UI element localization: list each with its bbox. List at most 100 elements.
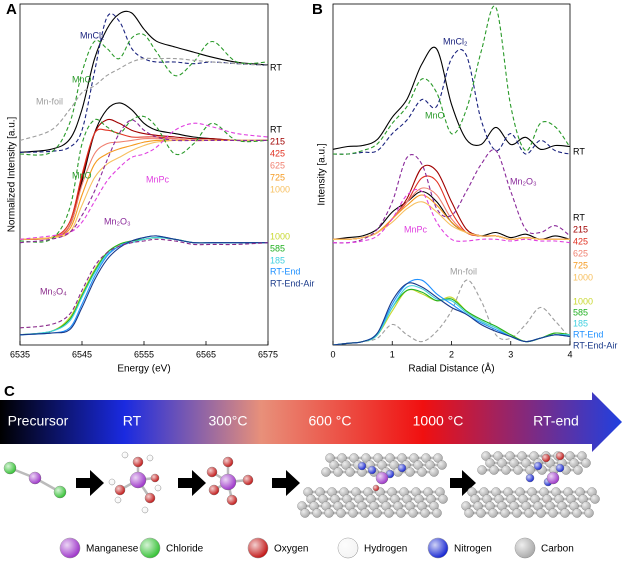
atom-shine	[432, 508, 442, 518]
series-label: 185	[573, 318, 588, 328]
atom-shine	[488, 508, 498, 518]
atom-shine	[399, 487, 409, 497]
atom-shine	[329, 460, 339, 470]
series-line	[333, 5, 570, 155]
atom-shine	[426, 494, 436, 504]
series-label: 1000	[270, 184, 290, 194]
atom-shine	[349, 453, 359, 463]
atom-shine	[411, 487, 421, 497]
series-label: RT	[270, 124, 282, 134]
atom-shine	[509, 458, 519, 468]
atom-shine	[500, 508, 510, 518]
series-label: Mn₃O₄	[40, 286, 67, 296]
atom-shine	[321, 501, 331, 511]
stage-label: 1000 °C	[413, 413, 464, 429]
atom-shine	[393, 501, 403, 511]
atom-shine	[556, 464, 564, 472]
atom-shine	[300, 508, 310, 518]
atom-shine	[398, 464, 406, 472]
legend-label: Carbon	[541, 544, 574, 555]
atom-shine	[357, 501, 367, 511]
atom-shine	[518, 494, 528, 504]
atom-shine	[489, 465, 499, 475]
legend-label: Chloride	[166, 544, 204, 555]
series-label: 585	[573, 307, 588, 317]
series-line	[20, 139, 268, 240]
atom-shine	[133, 457, 143, 467]
series-label: Mn-foil	[36, 96, 63, 106]
atom-shine	[435, 487, 445, 497]
atom-shine	[155, 485, 161, 491]
atom-shine	[437, 460, 447, 470]
atom-shine	[351, 487, 361, 497]
atom-shine	[501, 465, 511, 475]
series-label: 215	[270, 136, 285, 146]
atom-shine	[115, 485, 125, 495]
legend-atom-shine	[515, 538, 535, 558]
plot-frame	[332, 3, 571, 346]
atom-shine	[385, 453, 395, 463]
atom-shine	[485, 458, 495, 468]
atom-shine	[503, 487, 513, 497]
atom-shine	[554, 494, 564, 504]
atom-shine	[534, 462, 542, 470]
atom-shine	[306, 494, 316, 504]
atom-shine	[587, 487, 597, 497]
atom-shine	[513, 465, 523, 475]
atom-shine	[539, 487, 549, 497]
atom-shine	[512, 508, 522, 518]
x-tick-label: 2	[449, 349, 454, 359]
x-tick-label: 6535	[10, 349, 30, 359]
atom-shine	[563, 487, 573, 497]
stage-label: 600 °C	[309, 413, 352, 429]
atom-shine	[325, 453, 335, 463]
atom-shine	[315, 487, 325, 497]
series-label: 185	[270, 255, 285, 265]
atom-shine	[321, 467, 331, 477]
atom-shine	[581, 458, 591, 468]
atom-shine	[517, 451, 527, 461]
atom-shine	[464, 508, 474, 518]
atom-shine	[54, 486, 66, 498]
atom-shine	[339, 487, 349, 497]
atom-shine	[515, 487, 525, 497]
atom-shine	[497, 458, 507, 468]
atom-shine	[560, 508, 570, 518]
legend-atom-shine	[140, 538, 160, 558]
legend-atom-shine	[60, 538, 80, 558]
atom-shine	[569, 501, 579, 511]
atom-shine	[577, 451, 587, 461]
atom-shine	[333, 467, 343, 477]
atom-shine	[423, 487, 433, 497]
series-label: RT-End-Air	[270, 278, 314, 288]
atom-shine	[557, 501, 567, 511]
atom-shine	[151, 474, 159, 482]
series-label: MnO	[425, 110, 445, 120]
stage-label: RT	[123, 413, 142, 429]
series-label: 1000	[573, 272, 593, 282]
stage-label: Precursor	[8, 413, 69, 429]
atom-shine	[467, 487, 477, 497]
atom-shine	[481, 451, 491, 461]
atom-shine	[373, 453, 383, 463]
series-line	[333, 187, 570, 240]
series-line	[20, 115, 268, 243]
atom-shine	[572, 508, 582, 518]
atom-shine	[147, 455, 153, 461]
atom-shine	[312, 508, 322, 518]
atom-shine	[4, 462, 16, 474]
series-line	[333, 201, 570, 240]
atom-shine	[243, 475, 253, 485]
atom-shine	[461, 501, 471, 511]
molecules	[3, 451, 600, 518]
series-line	[20, 57, 268, 141]
series-line	[20, 122, 268, 240]
atom-shine	[526, 474, 534, 482]
series-label: 725	[573, 260, 588, 270]
series-label: RT	[270, 62, 282, 72]
atom-shine	[336, 508, 346, 518]
atom-shine	[433, 453, 443, 463]
atom-shine	[578, 494, 588, 504]
legend-atom-shine	[338, 538, 358, 558]
atom-shine	[397, 453, 407, 463]
